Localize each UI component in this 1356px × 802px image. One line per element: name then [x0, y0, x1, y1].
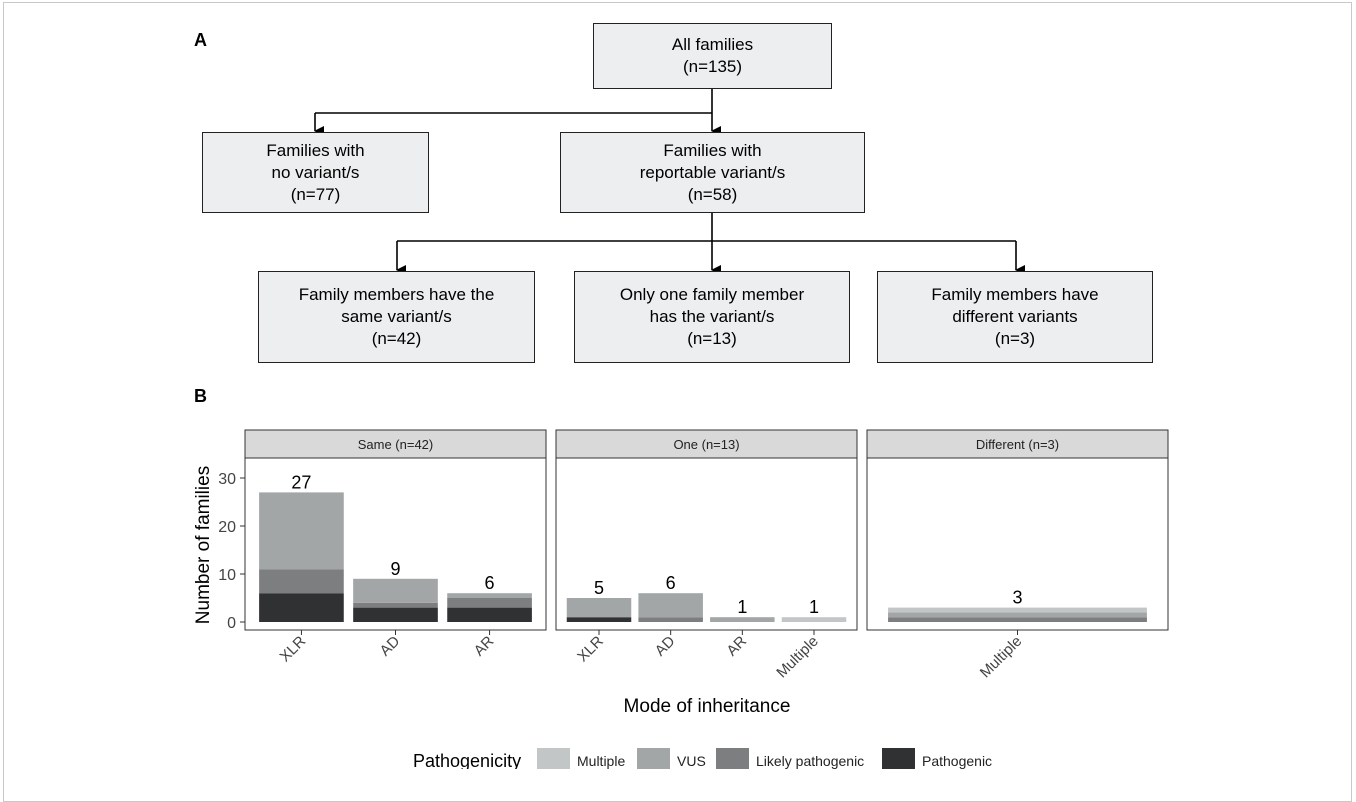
bar-segment-likely-pathogenic — [259, 569, 344, 594]
x-tick-label: AR — [471, 633, 498, 660]
bar-total-label: 3 — [1012, 588, 1022, 608]
flowchart-connectors — [314, 89, 1025, 275]
facet-strip-label: One (n=13) — [673, 437, 739, 452]
panel-b-letter: B — [194, 386, 207, 406]
y-tick-label: 0 — [227, 615, 236, 632]
x-tick-label: XLR — [277, 633, 310, 666]
legend-label: VUS — [677, 753, 706, 769]
bar-total-label: 1 — [737, 597, 747, 617]
bar-total-label: 6 — [666, 573, 676, 593]
box-all-families: All families (n=135) — [593, 23, 832, 89]
box-different-line1: Family members have — [931, 285, 1099, 304]
box-no-variant-line3: (n=77) — [290, 184, 341, 204]
facet-strip — [555, 429, 858, 459]
x-axis-title: Mode of inheritance — [624, 696, 791, 717]
bar-segment-pathogenic — [447, 607, 532, 622]
x-tick-label: AD — [652, 633, 679, 660]
box-same-variant: Family members have the same variant/s (… — [258, 271, 535, 363]
box-reportable-line3: (n=58) — [687, 184, 738, 204]
bar-segment-vus — [259, 492, 344, 570]
legend-label: Multiple — [577, 753, 625, 769]
x-tick-label: XLR — [574, 633, 607, 666]
bar-segment-likely-pathogenic — [353, 602, 438, 608]
bar-total-label: 5 — [594, 578, 604, 598]
bar-segment-vus — [710, 617, 775, 622]
legend-title: Pathogenicity — [413, 751, 521, 769]
bar-segment-pathogenic — [259, 593, 344, 622]
y-tick-label: 30 — [218, 471, 236, 488]
legend-swatch-vus — [637, 748, 670, 769]
bar-segment-vus — [888, 612, 1147, 618]
box-all-families-line1: All families — [671, 35, 754, 54]
bar-segment-likely-pathogenic — [447, 598, 532, 608]
box-one-line1: Only one family member — [619, 285, 805, 304]
panel-a-letter: A — [194, 30, 207, 50]
box-no-variant-line1: Families with — [266, 140, 365, 160]
box-one-member: Only one family member has the variant/s… — [574, 271, 850, 363]
facet-strip-label: Different (n=3) — [976, 437, 1059, 452]
bar-segment-vus — [638, 593, 703, 618]
y-tick-label: 20 — [218, 519, 236, 536]
box-same-line3: (n=42) — [371, 329, 422, 348]
box-different-line3: (n=3) — [994, 329, 1036, 348]
x-tick-label: AD — [377, 633, 404, 660]
box-no-variant-line2: no variant/s — [271, 162, 360, 182]
y-axis-title: Number of families — [193, 466, 214, 624]
bar-segment-vus — [353, 578, 438, 603]
box-same-line2: same variant/s — [341, 307, 452, 326]
bar-segment-multiple — [888, 607, 1147, 613]
bar-segment-vus — [447, 593, 532, 598]
bar-total-label: 27 — [291, 472, 311, 492]
bar-segment-likely-pathogenic — [638, 617, 703, 622]
bar-total-label: 9 — [390, 559, 400, 579]
box-different-line2: different variants — [952, 307, 1078, 326]
y-tick-label: 10 — [218, 567, 236, 584]
bar-total-label: 6 — [485, 573, 495, 593]
box-reportable-variant: Families with reportable variant/s (n=58… — [560, 132, 865, 213]
box-same-line1: Family members have the — [298, 285, 495, 304]
x-tick-label: Multiple — [773, 633, 822, 682]
box-no-variant: Families with no variant/s (n=77) — [202, 132, 429, 213]
box-all-families-line2: (n=135) — [682, 57, 743, 76]
box-reportable-line2: reportable variant/s — [639, 162, 786, 182]
x-tick-label: Multiple — [977, 633, 1026, 682]
legend-swatch-multiple — [537, 748, 570, 769]
facet-strip-label: Same (n=42) — [358, 437, 434, 452]
x-tick-label: AR — [723, 633, 750, 660]
facet-strip — [244, 429, 547, 459]
bar-segment-multiple — [781, 617, 847, 622]
bar-total-label: 1 — [809, 597, 819, 617]
legend-swatch-pathogenic — [882, 748, 915, 769]
bar-segment-pathogenic — [566, 617, 632, 622]
legend-label: Likely pathogenic — [756, 753, 864, 769]
box-reportable-line1: Families with — [663, 140, 762, 160]
bar-segment-likely-pathogenic — [888, 617, 1147, 622]
box-one-line2: has the variant/s — [649, 307, 775, 326]
bar-segment-vus — [566, 598, 632, 618]
legend-label: Pathogenic — [922, 753, 992, 769]
legend-swatch-likely-pathogenic — [716, 748, 749, 769]
facet-panel — [866, 457, 1169, 631]
bar-segment-pathogenic — [353, 607, 438, 622]
box-different-variants: Family members have different variants (… — [877, 271, 1153, 363]
box-one-line3: (n=13) — [687, 329, 737, 348]
